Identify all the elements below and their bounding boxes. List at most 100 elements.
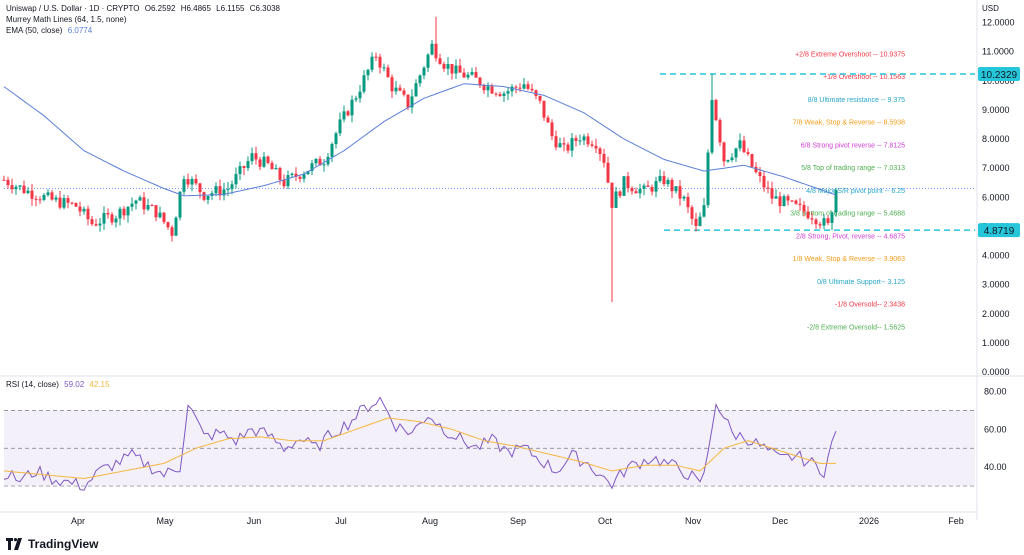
candle-body[interactable] (750, 154, 754, 167)
candle-body[interactable] (510, 86, 514, 92)
candle-body[interactable] (202, 192, 206, 200)
candle-body[interactable] (738, 140, 742, 149)
candle-body[interactable] (566, 144, 570, 151)
price-tag-box[interactable] (978, 67, 1020, 82)
candle-body[interactable] (234, 174, 238, 185)
candle-body[interactable] (242, 166, 246, 168)
candle-body[interactable] (762, 176, 766, 188)
candle-body[interactable] (526, 84, 530, 89)
candle-body[interactable] (54, 197, 58, 200)
candle-body[interactable] (702, 205, 706, 217)
candle-body[interactable] (542, 100, 546, 118)
candle-body[interactable] (150, 205, 154, 207)
candle-body[interactable] (90, 219, 94, 225)
candle-body[interactable] (710, 99, 714, 153)
candle-body[interactable] (446, 64, 450, 69)
candle-body[interactable] (770, 188, 774, 199)
candle-body[interactable] (670, 179, 674, 192)
candle-body[interactable] (354, 98, 358, 100)
candle-body[interactable] (322, 164, 326, 166)
candle-body[interactable] (122, 208, 126, 216)
candle-body[interactable] (302, 174, 306, 179)
candle-body[interactable] (622, 176, 626, 196)
candle-body[interactable] (66, 198, 70, 203)
candle-body[interactable] (554, 136, 558, 148)
candle-body[interactable] (178, 191, 182, 218)
candle-body[interactable] (602, 153, 606, 163)
ema-legend[interactable]: EMA (50, close) 6.0774 (6, 26, 92, 35)
candle-body[interactable] (10, 185, 14, 190)
candle-body[interactable] (438, 58, 442, 65)
candle-body[interactable] (498, 94, 502, 97)
candle-body[interactable] (126, 206, 130, 216)
candle-body[interactable] (634, 191, 638, 194)
candle-body[interactable] (154, 205, 158, 218)
candle-body[interactable] (698, 216, 702, 227)
candle-body[interactable] (822, 218, 826, 226)
candle-body[interactable] (714, 99, 718, 121)
candle-body[interactable] (658, 176, 662, 182)
candle-body[interactable] (490, 86, 494, 94)
candle-body[interactable] (694, 218, 698, 227)
candle-body[interactable] (246, 161, 250, 168)
candle-body[interactable] (610, 182, 614, 208)
candle-body[interactable] (206, 195, 210, 200)
candle-body[interactable] (226, 189, 230, 191)
candle-body[interactable] (378, 56, 382, 68)
candle-body[interactable] (34, 198, 38, 200)
candle-body[interactable] (370, 56, 374, 70)
candle-body[interactable] (398, 87, 402, 91)
candle-body[interactable] (118, 208, 122, 219)
candle-body[interactable] (598, 148, 602, 154)
candle-body[interactable] (782, 196, 786, 207)
candle-body[interactable] (642, 185, 646, 189)
candle-body[interactable] (278, 167, 282, 180)
candle-body[interactable] (230, 184, 234, 190)
candle-body[interactable] (766, 187, 770, 189)
candle-body[interactable] (570, 138, 574, 151)
candle-body[interactable] (414, 83, 418, 97)
candle-body[interactable] (418, 75, 422, 84)
candle-body[interactable] (530, 88, 534, 91)
candle-body[interactable] (430, 43, 434, 55)
candle-body[interactable] (58, 197, 62, 208)
candle-body[interactable] (626, 176, 630, 189)
candle-body[interactable] (326, 156, 330, 165)
candle-body[interactable] (342, 111, 346, 120)
candle-body[interactable] (574, 138, 578, 141)
candle-body[interactable] (294, 173, 298, 177)
candle-body[interactable] (462, 72, 466, 78)
candle-body[interactable] (2, 179, 6, 181)
tradingview-logo[interactable]: TradingView (6, 537, 98, 551)
candle-body[interactable] (330, 143, 334, 157)
candle-body[interactable] (174, 217, 178, 236)
candle-body[interactable] (14, 186, 18, 190)
candle-body[interactable] (758, 172, 762, 177)
candle-body[interactable] (298, 176, 302, 179)
candle-body[interactable] (546, 117, 550, 123)
candle-body[interactable] (654, 181, 658, 192)
candle-body[interactable] (98, 223, 102, 226)
candle-body[interactable] (106, 212, 110, 215)
candle-body[interactable] (82, 208, 86, 212)
candle-body[interactable] (6, 179, 10, 186)
candle-body[interactable] (618, 191, 622, 196)
candle-body[interactable] (814, 219, 818, 225)
candle-body[interactable] (798, 203, 802, 205)
candle-body[interactable] (410, 96, 414, 108)
candle-body[interactable] (394, 87, 398, 92)
candle-body[interactable] (586, 136, 590, 145)
candle-body[interactable] (62, 198, 66, 208)
candle-body[interactable] (726, 160, 730, 162)
candle-body[interactable] (190, 179, 194, 185)
candle-body[interactable] (46, 192, 50, 196)
murrey-legend[interactable]: Murrey Math Lines (64, 1.5, none) (6, 15, 127, 24)
candle-body[interactable] (266, 156, 270, 163)
candle-body[interactable] (494, 93, 498, 95)
candle-body[interactable] (198, 183, 202, 193)
rsi-ma-line[interactable] (3, 417, 836, 480)
candle-body[interactable] (734, 148, 738, 158)
candle-body[interactable] (258, 159, 262, 167)
candle-body[interactable] (686, 196, 690, 208)
candle-body[interactable] (346, 111, 350, 116)
